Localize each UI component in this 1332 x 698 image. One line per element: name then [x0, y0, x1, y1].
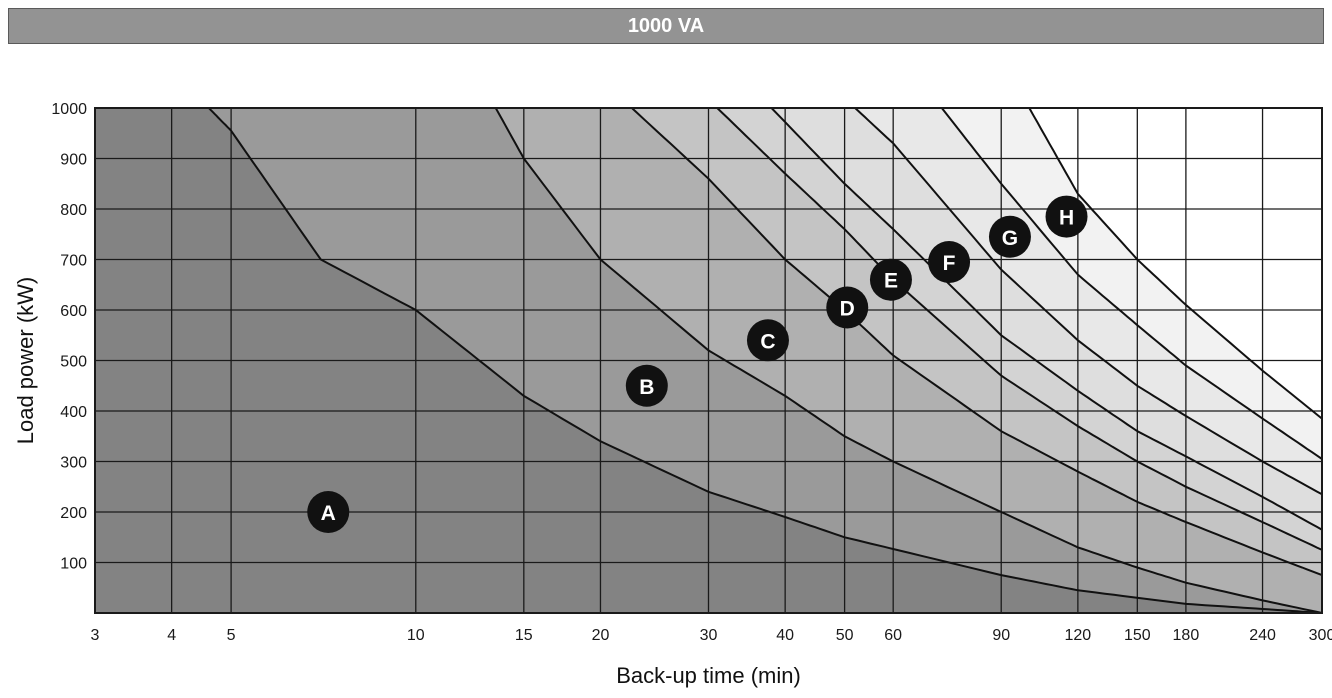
x-tick-label: 90	[992, 627, 1010, 644]
zone-label-disc	[1045, 195, 1088, 238]
curve-2	[494, 107, 1323, 614]
zone-label-disc	[928, 241, 971, 284]
x-tick-label: 180	[1173, 627, 1200, 644]
plot-frame	[94, 107, 1323, 614]
y-tick-label: 200	[60, 505, 87, 522]
x-tick-label: 120	[1065, 627, 1092, 644]
zone-label-disc	[307, 491, 350, 533]
x-tick-label: 30	[700, 627, 718, 644]
x-tick-label: 40	[776, 627, 794, 644]
y-tick-label: 400	[60, 404, 87, 421]
zone-label-text: H	[1059, 207, 1074, 230]
curve-5	[770, 107, 1323, 531]
x-tick-label: 20	[592, 627, 610, 644]
zone-label-text: F	[943, 252, 956, 275]
y-axis-title: Load power (kW)	[13, 277, 38, 445]
zone-labels: A B C D E F G H	[307, 195, 1088, 533]
curve-4	[716, 107, 1323, 551]
zone-label-disc	[869, 258, 912, 301]
y-tick-label: 300	[60, 455, 87, 472]
zone-fill-1	[95, 108, 1322, 613]
curve-8	[1028, 107, 1323, 420]
y-tick-label: 700	[60, 253, 87, 270]
y-tick-labels: 100 200 300 400 500 600 700 800 900 1000	[51, 101, 87, 573]
x-tick-label: 50	[836, 627, 854, 644]
y-tick-label: 500	[60, 354, 87, 371]
x-tick-label: 10	[407, 627, 425, 644]
x-tick-label: 4	[167, 627, 176, 644]
zone-label-disc	[826, 286, 869, 329]
chart-title: 1000 VA	[627, 15, 705, 37]
y-tick-label: 100	[60, 556, 87, 573]
y-tick-label: 900	[60, 152, 87, 169]
zone-label-text: G	[1002, 227, 1018, 250]
x-tick-label: 3	[91, 627, 100, 644]
zone-label-text: B	[639, 376, 654, 399]
curve-lines	[208, 107, 1323, 614]
y-tick-label: 600	[60, 303, 87, 320]
chart-title-bar: 1000 VA	[8, 8, 1324, 44]
curve-6	[854, 107, 1323, 496]
y-tick-label: 800	[60, 202, 87, 219]
x-tick-label: 60	[884, 627, 902, 644]
zone-label-text: C	[760, 330, 775, 353]
x-axis-title: Back-up time (min)	[616, 663, 801, 688]
curve-3	[631, 107, 1323, 577]
zone-label-disc	[988, 215, 1031, 258]
x-tick-labels: 3 4 5 10 15 20 30 40 50 60 90 120 150 180 240 300	[91, 627, 1332, 644]
y-tick-label: 1000	[51, 101, 87, 118]
zone-label-disc	[625, 364, 668, 407]
x-tick-label: 15	[515, 627, 533, 644]
x-tick-label: 240	[1249, 627, 1276, 644]
zone-label-text: E	[884, 270, 898, 293]
zone-label-disc	[746, 319, 789, 362]
curve-7	[941, 107, 1323, 460]
curve-1	[208, 107, 1323, 614]
x-tick-label: 150	[1124, 627, 1151, 644]
x-tick-label: 5	[227, 627, 236, 644]
x-tick-label: 300	[1309, 627, 1332, 644]
zone-label-text: D	[840, 297, 855, 320]
zone-label-text: A	[321, 502, 336, 525]
